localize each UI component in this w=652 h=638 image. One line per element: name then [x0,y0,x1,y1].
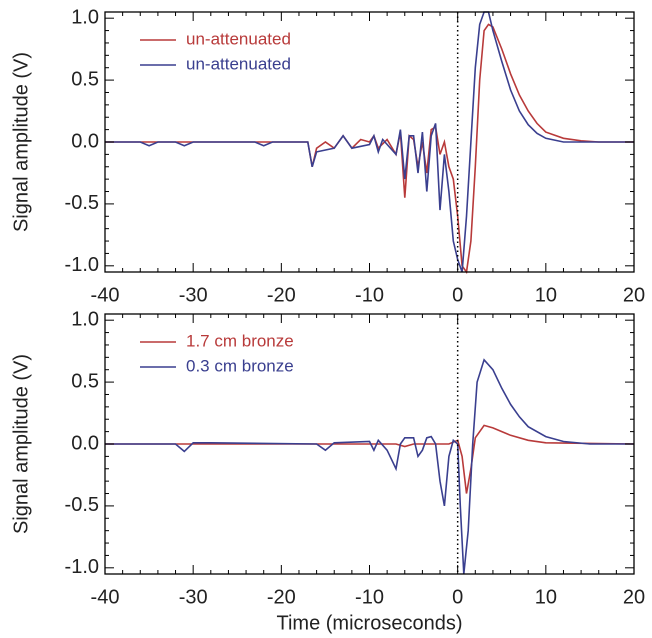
x-tick-label: -10 [355,586,384,608]
legend-label: 0.3 cm bronze [186,356,294,375]
y-tick-label: 1.0 [71,6,99,28]
panel: -40 -30 -20 -10 0 10 20 -1.0 -0.5 0.0 0.5 1.0 Signal… [10,308,645,634]
x-tick-label: 10 [535,586,557,608]
y-tick-label: 1.0 [71,308,99,330]
panel: -40 -30 -20 -10 0 10 20 -1.0 -0.5 0.0 0.5 1.0 Signal… [10,6,645,306]
y-tick-label: -0.5 [65,494,99,516]
x-tick-label: -30 [179,284,208,306]
line-series [105,358,634,575]
x-axis-title: Time (microseconds) [277,612,463,634]
x-tick-label: 10 [535,284,557,306]
legend-label: 1.7 cm bronze [186,331,294,350]
x-tick-label: -10 [355,284,384,306]
legend-label: un-attenuated [186,54,291,73]
x-tick-label: 0 [452,284,463,306]
x-tick-label: 20 [623,586,645,608]
y-tick-label: 0.5 [71,68,99,90]
line-series [105,424,635,494]
y-axis-title: Signal amplitude (V) [10,52,32,232]
x-tick-label: -30 [179,586,208,608]
x-tick-label: 20 [623,284,645,306]
x-tick-label: -20 [267,586,296,608]
line-series [105,11,634,273]
y-tick-label: -1.0 [65,254,99,276]
legend-label: un-attenuated [186,29,291,48]
x-tick-label: -40 [91,284,120,306]
y-tick-label: -0.5 [65,192,99,214]
x-tick-label: 0 [452,586,463,608]
y-axis-title: Signal amplitude (V) [10,354,32,534]
y-tick-label: 0.5 [71,370,99,392]
x-tick-label: -20 [267,284,296,306]
y-tick-label: 0.0 [71,130,99,152]
line-series [105,23,634,275]
y-tick-label: 0.0 [71,432,99,454]
x-tick-label: -40 [91,586,120,608]
y-tick-label: -1.0 [65,556,99,578]
